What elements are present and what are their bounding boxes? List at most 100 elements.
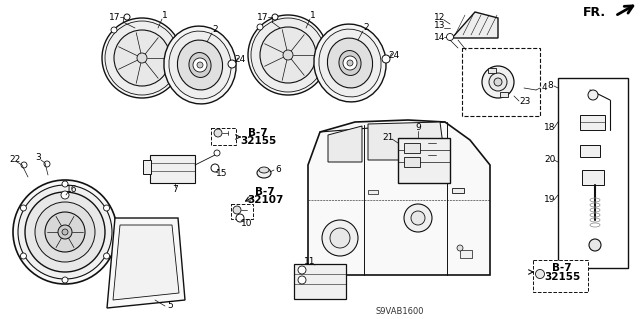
Text: 1: 1 <box>162 11 168 20</box>
Circle shape <box>44 161 50 167</box>
Text: 8: 8 <box>547 80 553 90</box>
Circle shape <box>20 205 26 211</box>
Text: 1: 1 <box>310 11 316 20</box>
Circle shape <box>211 164 219 172</box>
Circle shape <box>104 253 109 259</box>
Circle shape <box>283 50 293 60</box>
Text: 32155: 32155 <box>544 272 580 282</box>
Circle shape <box>494 78 502 86</box>
Polygon shape <box>368 122 445 160</box>
Circle shape <box>18 185 112 279</box>
Circle shape <box>272 14 278 20</box>
Ellipse shape <box>259 167 269 173</box>
Text: 10: 10 <box>241 219 253 228</box>
Bar <box>533 260 588 292</box>
Circle shape <box>228 60 236 68</box>
Text: 2: 2 <box>212 26 218 34</box>
Circle shape <box>62 181 68 187</box>
Text: 32107: 32107 <box>247 195 283 205</box>
Circle shape <box>58 225 72 239</box>
Circle shape <box>248 15 328 95</box>
Circle shape <box>589 239 601 251</box>
Text: 22: 22 <box>10 155 20 165</box>
Ellipse shape <box>177 40 223 90</box>
Ellipse shape <box>339 50 361 76</box>
Circle shape <box>343 56 357 70</box>
Bar <box>143 160 151 174</box>
Ellipse shape <box>189 53 211 78</box>
Text: FR.: FR. <box>583 6 606 19</box>
Circle shape <box>236 214 244 222</box>
Circle shape <box>35 202 95 262</box>
Ellipse shape <box>319 29 381 97</box>
Bar <box>558 78 628 268</box>
Circle shape <box>330 228 350 248</box>
Circle shape <box>105 21 179 95</box>
Ellipse shape <box>328 38 372 88</box>
Circle shape <box>21 162 27 168</box>
Text: 12: 12 <box>435 13 445 23</box>
Bar <box>211 128 236 145</box>
Ellipse shape <box>257 168 271 178</box>
Polygon shape <box>328 126 362 162</box>
Circle shape <box>251 18 325 92</box>
Circle shape <box>322 220 358 256</box>
Polygon shape <box>452 12 498 38</box>
Polygon shape <box>308 120 490 275</box>
Circle shape <box>124 14 130 20</box>
Text: 3: 3 <box>35 153 41 162</box>
Circle shape <box>214 129 222 137</box>
Circle shape <box>62 277 68 283</box>
Bar <box>582 170 604 185</box>
Circle shape <box>193 58 207 72</box>
Polygon shape <box>113 225 179 300</box>
Text: 17: 17 <box>109 12 121 21</box>
Bar <box>231 204 253 219</box>
Circle shape <box>45 212 85 252</box>
Polygon shape <box>107 218 185 308</box>
Circle shape <box>111 27 117 33</box>
Circle shape <box>257 24 263 30</box>
Circle shape <box>382 55 390 63</box>
Bar <box>404 143 420 153</box>
Circle shape <box>61 191 69 199</box>
Circle shape <box>588 90 598 100</box>
Text: 21: 21 <box>382 133 394 143</box>
Circle shape <box>214 150 220 156</box>
Bar <box>150 155 195 183</box>
Text: 19: 19 <box>544 196 556 204</box>
Text: B-7: B-7 <box>248 128 268 138</box>
Bar <box>580 145 600 157</box>
Bar <box>452 188 464 193</box>
Circle shape <box>404 204 432 232</box>
Text: 13: 13 <box>435 21 445 31</box>
Text: 11: 11 <box>304 257 316 266</box>
Text: 16: 16 <box>67 186 77 195</box>
Text: 9: 9 <box>415 123 421 132</box>
Text: 15: 15 <box>216 169 228 179</box>
Text: B-7: B-7 <box>255 187 275 197</box>
Circle shape <box>62 229 68 235</box>
Bar <box>462 48 540 116</box>
Bar <box>500 92 508 97</box>
Ellipse shape <box>169 31 231 99</box>
Text: 2: 2 <box>363 24 369 33</box>
Text: 18: 18 <box>544 123 556 132</box>
Circle shape <box>411 211 425 225</box>
Circle shape <box>447 33 454 41</box>
Ellipse shape <box>164 26 236 104</box>
Text: 14: 14 <box>435 33 445 41</box>
Text: 24: 24 <box>388 50 399 60</box>
Circle shape <box>114 30 170 86</box>
Circle shape <box>233 206 241 214</box>
Text: 4: 4 <box>541 84 547 93</box>
Text: 6: 6 <box>275 166 281 174</box>
Circle shape <box>137 53 147 63</box>
Bar <box>460 250 472 258</box>
Circle shape <box>25 192 105 272</box>
Circle shape <box>197 62 203 68</box>
Circle shape <box>102 18 182 98</box>
Text: B-7: B-7 <box>552 263 572 273</box>
Text: 5: 5 <box>167 301 173 310</box>
Bar <box>404 157 420 167</box>
